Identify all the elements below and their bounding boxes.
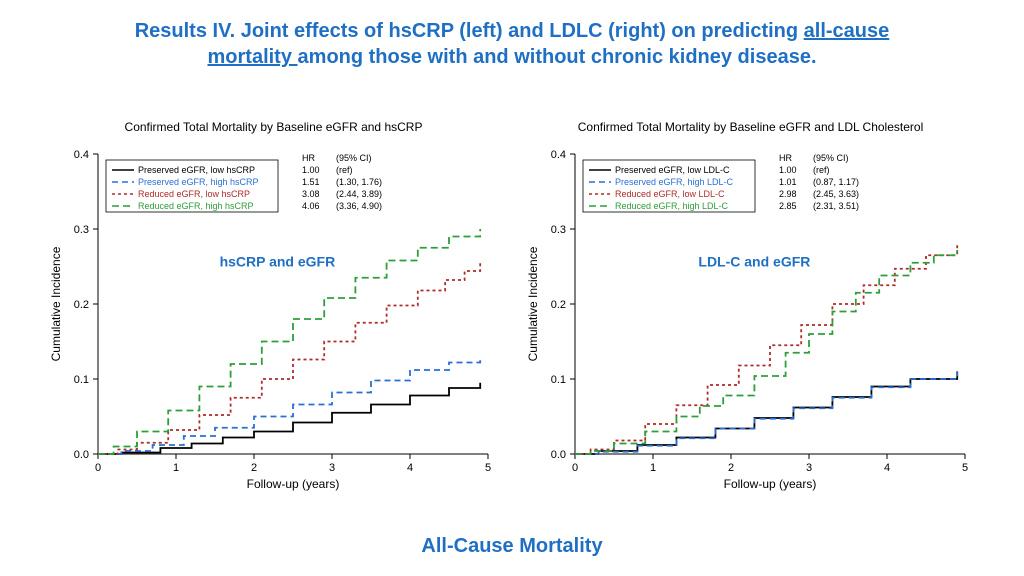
svg-text:0: 0: [95, 462, 101, 474]
svg-text:2: 2: [251, 462, 257, 474]
svg-text:(1.30, 1.76): (1.30, 1.76): [336, 177, 382, 187]
svg-text:0.2: 0.2: [74, 299, 89, 311]
title-text-1: Results IV. Joint effects of hsCRP (left…: [135, 20, 804, 42]
svg-text:1.51: 1.51: [302, 177, 320, 187]
svg-text:Cumulative Incidence: Cumulative Incidence: [526, 246, 540, 361]
right-chart-svg: 0 1 2 3 4 5 0.0 0.1 0.2 0.3 0.4 Follow-up (years) Cu…: [517, 138, 977, 498]
svg-text:hsCRP and eGFR: hsCRP and eGFR: [220, 254, 336, 270]
right-chart-panel: Confirmed Total Mortality by Baseline eG…: [517, 120, 984, 498]
svg-text:1: 1: [650, 462, 656, 474]
svg-text:(ref): (ref): [813, 165, 830, 175]
svg-text:Follow-up (years): Follow-up (years): [724, 477, 817, 491]
svg-text:0.3: 0.3: [551, 224, 566, 236]
title-underline-1: all-cause: [804, 20, 890, 42]
svg-text:Preserved eGFR, low LDL-C: Preserved eGFR, low LDL-C: [615, 165, 730, 175]
svg-text:Preserved eGFR, low hsCRP: Preserved eGFR, low hsCRP: [138, 165, 255, 175]
left-chart-panel: Confirmed Total Mortality by Baseline eG…: [40, 120, 507, 498]
left-chart-svg: 0 1 2 3 4 5 0.0 0.1 0.2 0.3 0.4 Follow-up (years) Cu…: [40, 138, 500, 498]
svg-text:3: 3: [806, 462, 812, 474]
svg-text:3.08: 3.08: [302, 189, 320, 199]
svg-text:5: 5: [962, 462, 968, 474]
title-underline-2: mortality: [208, 46, 298, 68]
svg-text:0.1: 0.1: [74, 374, 89, 386]
svg-text:(ref): (ref): [336, 165, 353, 175]
svg-text:5: 5: [485, 462, 491, 474]
svg-text:3: 3: [329, 462, 335, 474]
svg-text:(2.45, 3.63): (2.45, 3.63): [813, 189, 859, 199]
svg-text:Cumulative Incidence: Cumulative Incidence: [49, 246, 63, 361]
svg-text:Preserved eGFR, high hsCRP: Preserved eGFR, high hsCRP: [138, 177, 259, 187]
svg-text:0.2: 0.2: [551, 299, 566, 311]
svg-text:(0.87, 1.17): (0.87, 1.17): [813, 177, 859, 187]
svg-text:0.3: 0.3: [74, 224, 89, 236]
bottom-caption: All-Cause Mortality: [0, 535, 1024, 558]
svg-text:4: 4: [884, 462, 890, 474]
svg-text:LDL-C and eGFR: LDL-C and eGFR: [698, 254, 810, 270]
svg-text:(95% CI): (95% CI): [813, 153, 849, 163]
svg-text:1.00: 1.00: [779, 165, 797, 175]
svg-text:4: 4: [407, 462, 413, 474]
svg-text:(3.36, 4.90): (3.36, 4.90): [336, 201, 382, 211]
slide-root: Results IV. Joint effects of hsCRP (left…: [0, 0, 1024, 576]
svg-text:0.1: 0.1: [551, 374, 566, 386]
svg-text:Reduced eGFR, low hsCRP: Reduced eGFR, low hsCRP: [138, 189, 250, 199]
svg-text:Preserved eGFR, high LDL-C: Preserved eGFR, high LDL-C: [615, 177, 734, 187]
svg-text:1.01: 1.01: [779, 177, 797, 187]
svg-text:0: 0: [572, 462, 578, 474]
title-text-2: among those with and without chronic kid…: [298, 46, 817, 68]
svg-text:2.98: 2.98: [779, 189, 797, 199]
svg-text:Reduced eGFR, high hsCRP: Reduced eGFR, high hsCRP: [138, 201, 254, 211]
svg-text:0.4: 0.4: [551, 149, 566, 161]
svg-text:(2.31, 3.51): (2.31, 3.51): [813, 201, 859, 211]
left-chart-title: Confirmed Total Mortality by Baseline eG…: [40, 120, 507, 134]
svg-text:(2.44, 3.89): (2.44, 3.89): [336, 189, 382, 199]
svg-text:0.0: 0.0: [551, 449, 566, 461]
svg-text:1.00: 1.00: [302, 165, 320, 175]
svg-text:0.0: 0.0: [74, 449, 89, 461]
svg-text:Reduced eGFR, low LDL-C: Reduced eGFR, low LDL-C: [615, 189, 725, 199]
svg-text:0.4: 0.4: [74, 149, 89, 161]
svg-text:4.06: 4.06: [302, 201, 320, 211]
charts-row: Confirmed Total Mortality by Baseline eG…: [40, 120, 984, 498]
svg-text:Reduced eGFR, high LDL-C: Reduced eGFR, high LDL-C: [615, 201, 729, 211]
svg-text:(95% CI): (95% CI): [336, 153, 372, 163]
svg-text:HR: HR: [302, 153, 315, 163]
svg-text:2: 2: [728, 462, 734, 474]
svg-text:HR: HR: [779, 153, 792, 163]
svg-text:1: 1: [173, 462, 179, 474]
slide-title: Results IV. Joint effects of hsCRP (left…: [60, 18, 964, 70]
svg-text:Follow-up (years): Follow-up (years): [247, 477, 340, 491]
svg-text:2.85: 2.85: [779, 201, 797, 211]
right-chart-title: Confirmed Total Mortality by Baseline eG…: [517, 120, 984, 134]
